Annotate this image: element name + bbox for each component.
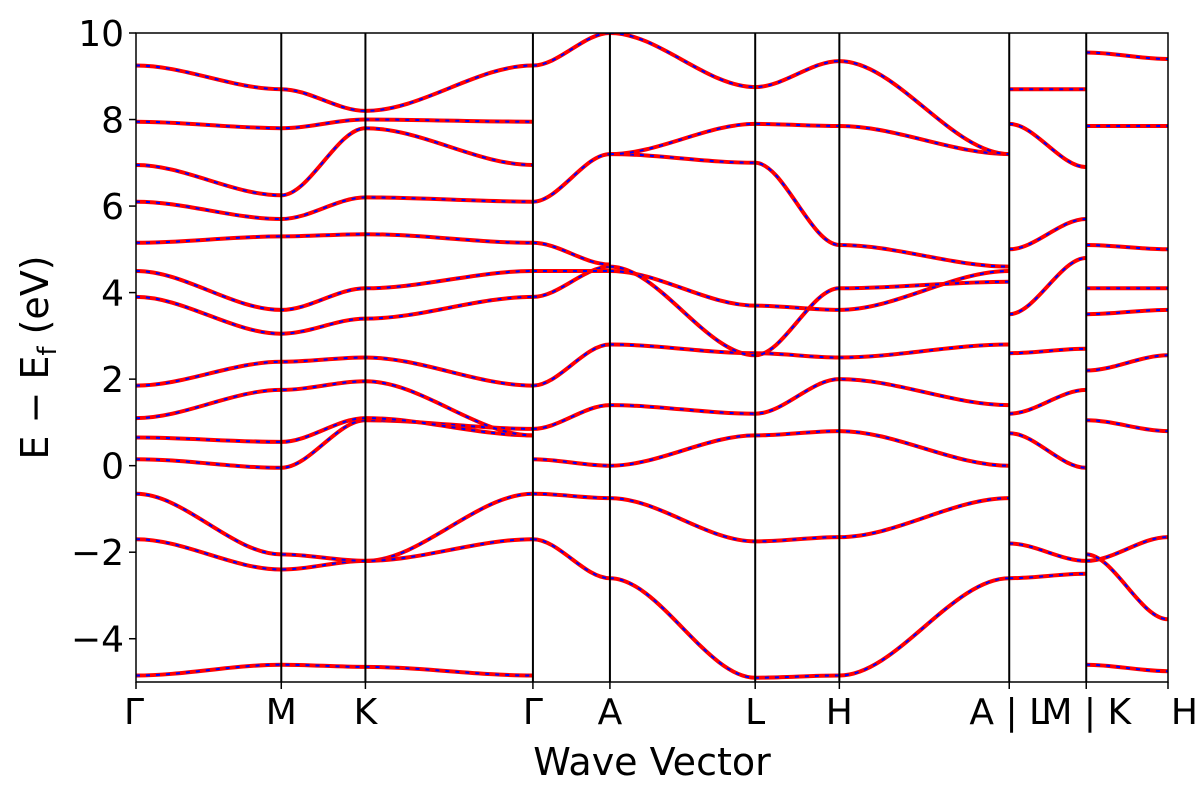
band-line-blue-s0-b12 [136, 118, 533, 130]
band-line-red-s0-b12 [136, 117, 533, 131]
band-line-blue-s2-b7 [609, 153, 1010, 268]
band-line-blue-s2-b5 [609, 270, 1010, 311]
band-line-blue-s2-b1 [609, 497, 1010, 543]
band-line-blue-s2-b8 [609, 122, 1010, 156]
band-line-blue-s4-b0 [1086, 663, 1168, 673]
band-line-red-s0-b0 [136, 662, 533, 678]
band-line-red-s1-b8 [532, 152, 611, 204]
band-line-blue-s0-b6 [136, 356, 533, 387]
band-line-blue-s4-b4 [1086, 354, 1168, 372]
band-line-blue-s0-b2 [136, 492, 533, 562]
band-line-blue-s3-b1 [1009, 542, 1087, 562]
y-axis-label-suffix: (eV) [13, 255, 57, 346]
y-tick-label-4: 4 [101, 274, 124, 315]
band-line-red-s1-b4 [532, 342, 611, 388]
x-tick-label-0: Γ [124, 692, 144, 733]
band-line-blue-s1-b1 [532, 538, 610, 580]
band-line-red-s2-b0 [609, 576, 1010, 680]
band-line-red-s3-b1 [1009, 541, 1087, 563]
band-line-red-s0-b11 [136, 126, 533, 198]
y-axis-label-subscript: f [33, 346, 63, 356]
y-tick-label-1: −2 [71, 533, 124, 574]
high-symmetry-lines [280, 33, 1088, 682]
band-line-blue-s0-b13 [136, 64, 533, 112]
y-tick-label-0: −4 [71, 620, 124, 661]
band-line-blue-s2-b3 [609, 378, 1010, 415]
band-line-blue-s2-b2 [609, 430, 1010, 467]
band-line-blue-s0-b0 [136, 663, 533, 677]
band-line-blue-s0-b3 [136, 419, 533, 469]
band-line-blue-s4-b5 [1086, 308, 1168, 316]
x-tick-label-5: L [745, 692, 765, 733]
y-tick-label-7: 10 [78, 14, 124, 55]
band-line-blue-s1-b0 [532, 492, 610, 500]
band-line-blue-s0-b5 [136, 380, 533, 437]
band-line-blue-s4-b1 [1086, 536, 1168, 562]
band-line-red-s3-b5 [1008, 256, 1087, 317]
band-line-blue-s0-b8 [136, 270, 533, 311]
band-line-blue-s4-b7 [1086, 244, 1168, 251]
band-line-red-s3-b7 [1008, 121, 1087, 170]
band-line-red-s2-b6 [609, 264, 1010, 358]
band-line-blue-s0-b10 [136, 196, 533, 221]
x-tick-label-8: M | K [1041, 692, 1132, 733]
band-line-red-s2-b7 [609, 152, 1010, 269]
band-line-blue-s2-b4 [609, 343, 1010, 359]
band-line-blue-s1-b3 [532, 404, 610, 430]
band-line-red-s2-b1 [609, 496, 1010, 544]
x-axis-label: Wave Vector [533, 740, 771, 784]
x-tick-label-9: H [1171, 692, 1198, 733]
x-tick-label-4: A [598, 692, 623, 733]
band-line-blue-s3-b2 [1009, 432, 1087, 469]
band-line-blue-s3-b7 [1009, 122, 1087, 169]
band-line-blue-s4-b3 [1086, 419, 1168, 433]
band-line-red-s0-b9 [136, 232, 533, 245]
y-axis-label-prefix: E − E [13, 356, 57, 460]
band-line-blue-s0-b7 [136, 295, 533, 335]
band-line-blue-s2-b0 [609, 577, 1010, 679]
band-line-red-s0-b7 [136, 294, 533, 336]
plot-frame [135, 32, 1169, 683]
x-axis-ticks: Γ M K Γ A L H A | LM | K H [124, 682, 1198, 733]
y-tick-label-6: 8 [101, 101, 124, 142]
x-tick-label-1: M [266, 692, 297, 733]
band-line-blue-s0-b4 [136, 417, 533, 443]
y-tick-label-3: 2 [101, 360, 124, 401]
band-line-red-s2-b9 [609, 33, 1010, 157]
y-axis-label: E − Ef (eV) [13, 255, 63, 459]
band-line-blue-s0-b11 [136, 127, 533, 197]
band-line-blue-s1-b4 [532, 343, 610, 387]
x-tick-label-2: K [354, 692, 379, 733]
band-line-red-s2-b4 [609, 342, 1010, 360]
band-line-blue-s3-b6 [1009, 218, 1087, 251]
band-line-blue-s2-b6 [609, 265, 1010, 357]
band-lines [136, 33, 1168, 680]
y-tick-label-5: 6 [101, 187, 124, 228]
band-line-red-s0-b6 [136, 355, 533, 388]
band-line-blue-s2-b9 [609, 33, 1010, 156]
band-line-blue-s1-b9 [532, 33, 610, 67]
band-line-blue-s4-b2 [1086, 553, 1168, 621]
x-tick-label-3: Γ [523, 692, 543, 733]
band-line-blue-s1-b5 [532, 265, 610, 298]
y-axis-ticks: −4 −2 0 2 4 6 8 10 [71, 14, 136, 661]
band-line-blue-s0-b1 [136, 492, 533, 571]
y-tick-label-2: 0 [101, 447, 124, 488]
band-line-red-s2-b2 [609, 429, 1010, 468]
x-tick-label-7: A | L [969, 692, 1049, 733]
band-line-blue-s3-b3 [1009, 388, 1087, 415]
band-line-blue-s3-b0 [1009, 572, 1087, 580]
band-line-blue-s4-b9 [1086, 51, 1168, 60]
band-line-blue-s3-b4 [1009, 347, 1087, 355]
band-line-red-s2-b5 [609, 269, 1010, 312]
band-line-blue-s1-b7 [532, 241, 610, 266]
x-tick-label-6: H [826, 692, 853, 733]
band-line-blue-s1-b2 [532, 458, 610, 467]
